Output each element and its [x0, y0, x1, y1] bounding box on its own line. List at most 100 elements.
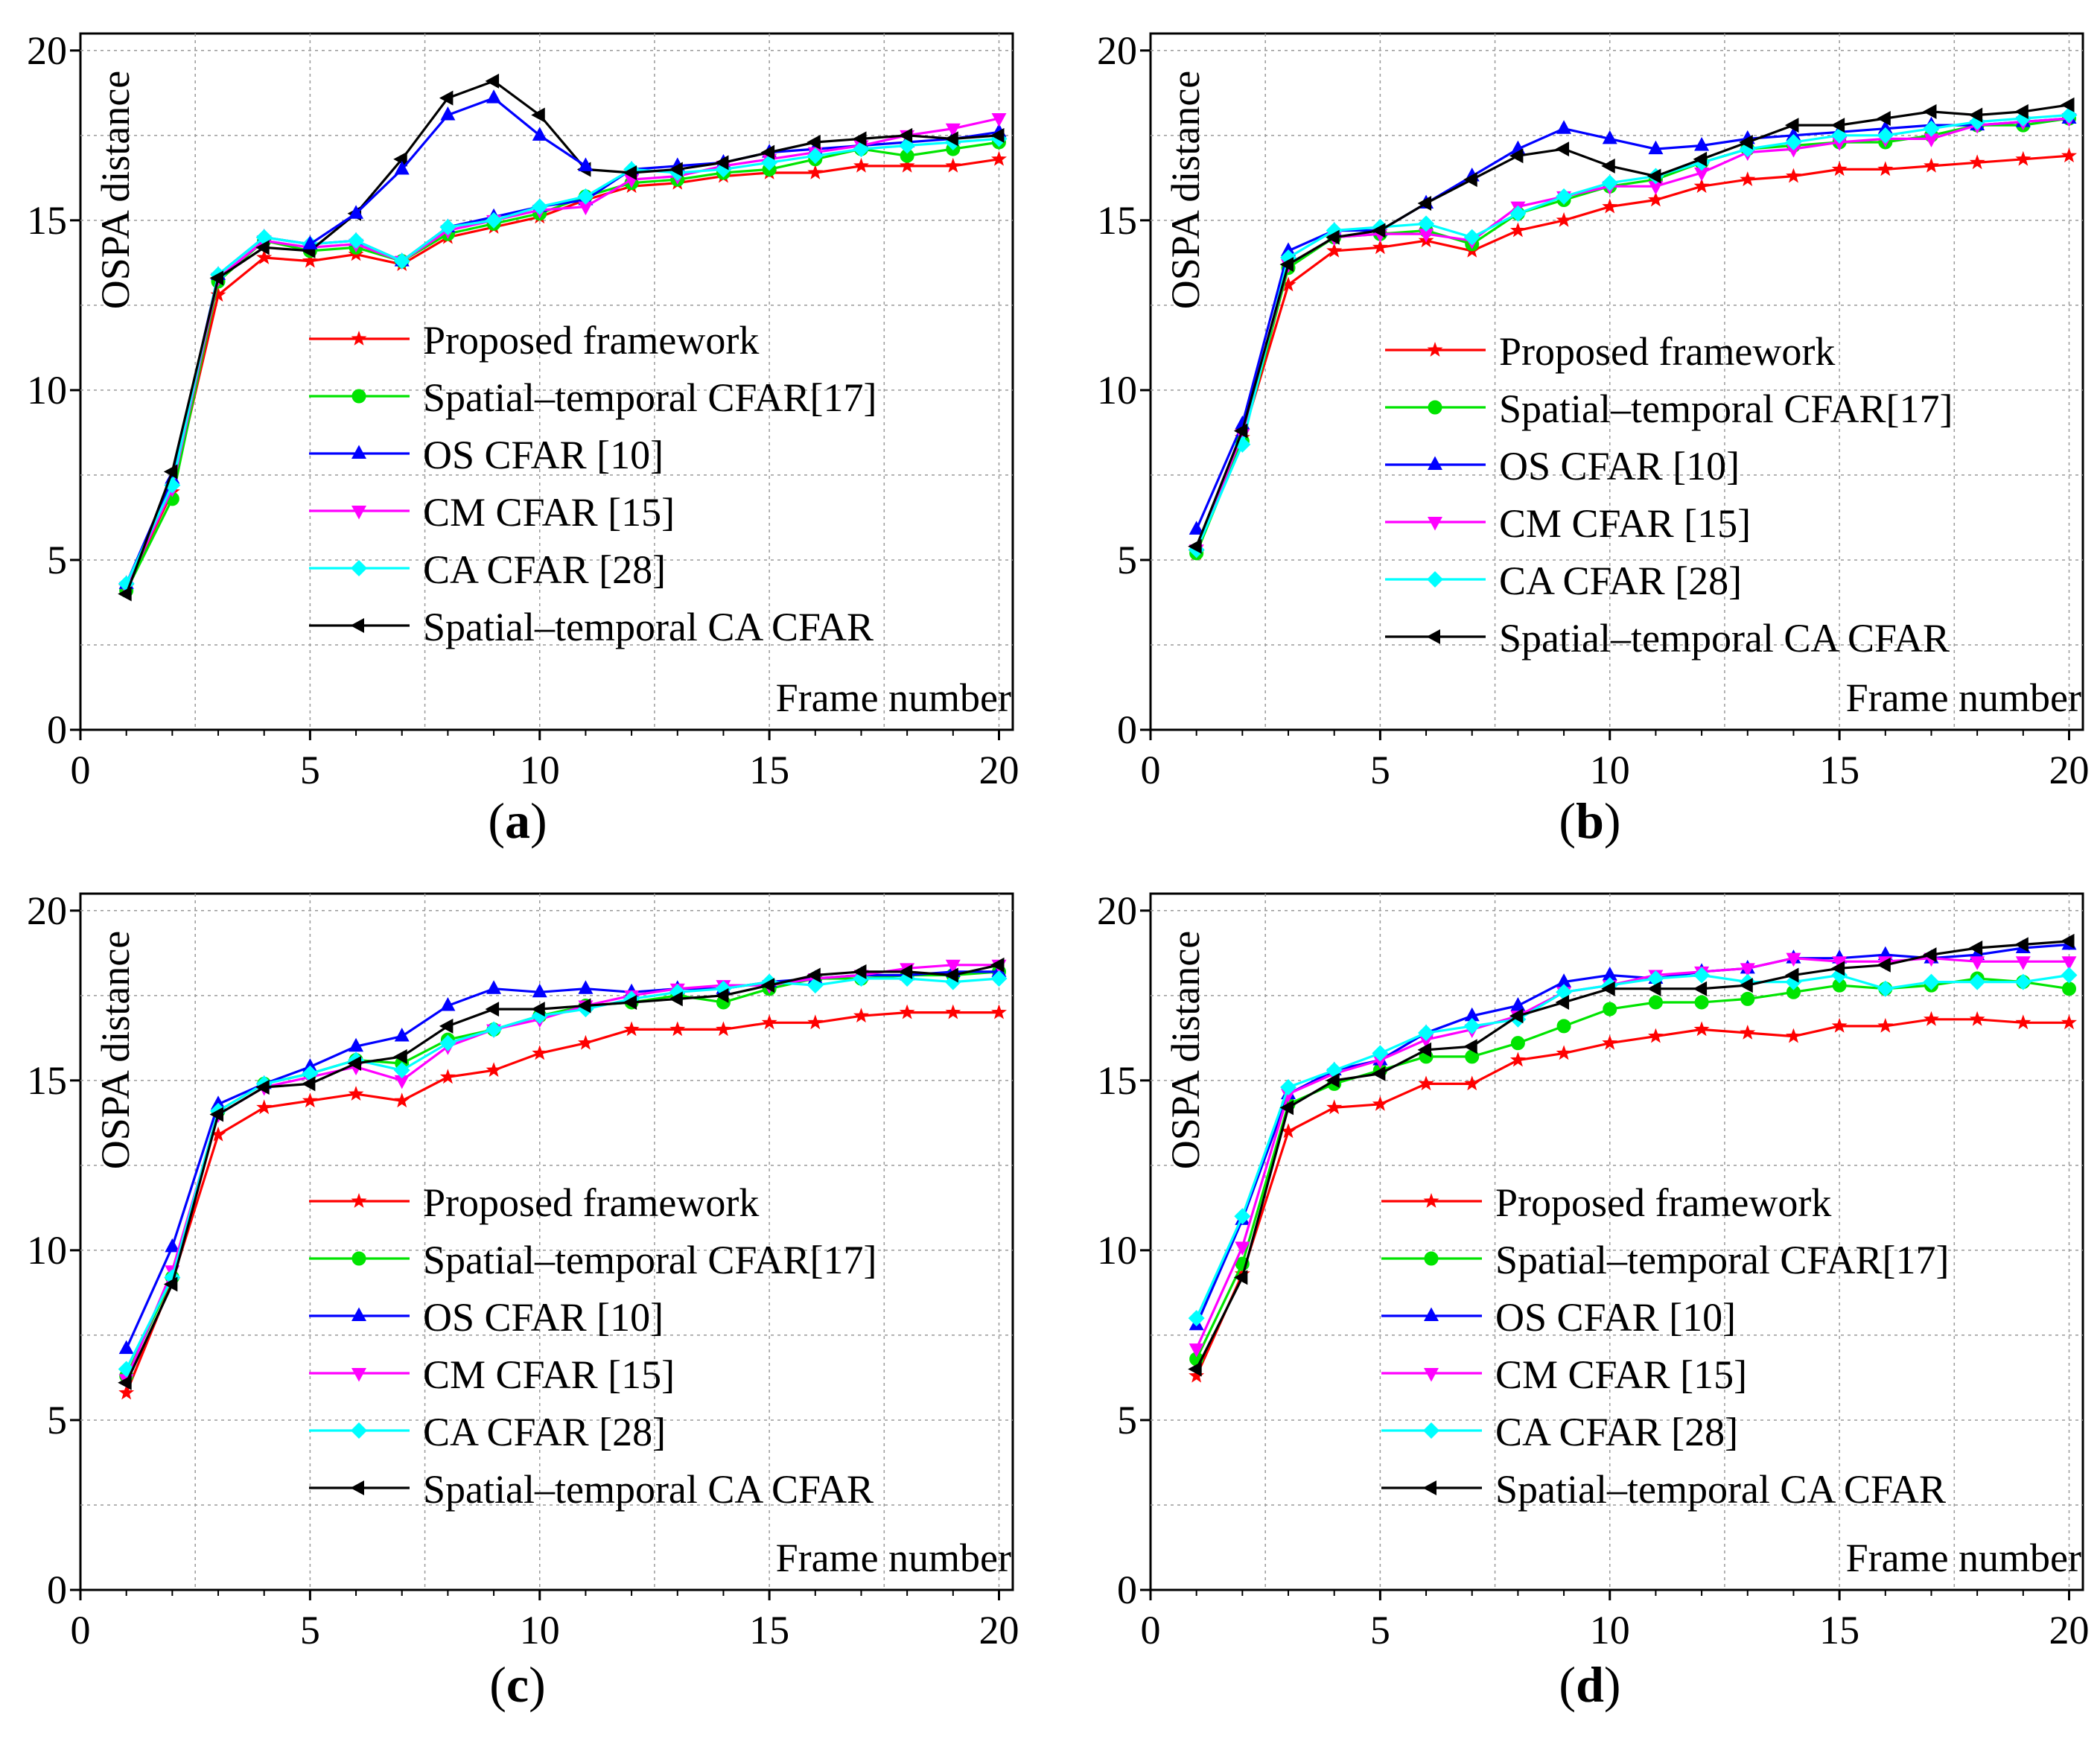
point-spatial-temporal-ca-cfar [209, 270, 224, 286]
caption-paren-open: ( [488, 792, 505, 849]
y-tick-label: 5 [1117, 1398, 1137, 1442]
x-tick-label: 5 [1370, 748, 1390, 792]
point-spatial-temporal-ca-cfar [1417, 196, 1432, 211]
caption-paren-close: ) [530, 792, 547, 849]
point-os-cfar-10 [1189, 521, 1204, 535]
legend-label: Spatial–temporal CFAR[17] [423, 1238, 876, 1282]
point-proposed-framework [302, 1092, 318, 1108]
point-spatial-temporal-cfar17 [1740, 991, 1755, 1006]
point-spatial-temporal-ca-cfar [1830, 118, 1845, 133]
point-spatial-temporal-cfar17 [1603, 1002, 1617, 1017]
point-spatial-temporal-cfar17 [1510, 1036, 1525, 1051]
point-proposed-framework [1556, 1045, 1572, 1060]
legend-marker [1422, 1480, 1436, 1495]
legend-marker [351, 1193, 367, 1208]
series-spatial-temporal-ca-cfar [1188, 97, 2075, 554]
point-cm-cfar-15 [1189, 1343, 1204, 1358]
point-spatial-temporal-ca-cfar [990, 127, 1005, 143]
series-line-proposed-framework [125, 1011, 999, 1394]
point-proposed-framework [2015, 1014, 2031, 1030]
point-proposed-framework [1326, 1099, 1343, 1115]
chart-panel-a: 0 5 10 15 20 0 5 10 15 20 OSPA distance Frame numbe… [27, 28, 1019, 849]
point-spatial-temporal-ca-cfar [1233, 1270, 1248, 1285]
x-tick-label: 20 [2049, 748, 2089, 792]
point-spatial-temporal-ca-cfar [531, 1002, 545, 1017]
point-proposed-framework [1418, 1075, 1434, 1091]
point-proposed-framework [439, 1069, 456, 1084]
legend-marker [1428, 456, 1442, 470]
point-cm-cfar-15 [1648, 181, 1664, 195]
point-os-cfar-10 [394, 1028, 410, 1042]
point-proposed-framework [2061, 147, 2077, 163]
point-proposed-framework [1693, 178, 1710, 194]
series-line-cm-cfar-15 [125, 117, 999, 588]
point-proposed-framework [1924, 157, 1939, 173]
series-line-ca-cfar-28 [125, 137, 999, 585]
legend-label: Spatial–temporal CA CFAR [1499, 616, 1950, 661]
legend-marker [351, 1251, 366, 1266]
y-tick-label: 10 [1097, 1228, 1137, 1273]
legend-label: CA CFAR [28] [1495, 1410, 1738, 1454]
point-spatial-temporal-ca-cfar [1417, 1042, 1432, 1057]
point-ca-cfar-28 [1418, 215, 1435, 232]
legend-marker [350, 618, 364, 633]
point-cm-cfar-15 [1419, 229, 1434, 243]
point-os-cfar-10 [165, 1238, 180, 1253]
point-proposed-framework [578, 1034, 594, 1050]
y-tick-label: 10 [27, 1228, 67, 1273]
legend: Proposed framework Spatial–temporal CFAR[… [309, 1180, 876, 1512]
series-line-ca-cfar-28 [1195, 973, 2069, 1319]
legend-label: Proposed framework [1499, 329, 1835, 374]
series-line-spatial-temporal-cfar17 [1195, 977, 2069, 1360]
legend-marker [1428, 400, 1442, 415]
plot-frame [79, 32, 1014, 731]
x-tick-label: 5 [1370, 1608, 1390, 1652]
point-ca-cfar-28 [1923, 120, 1940, 137]
point-proposed-framework [761, 1014, 777, 1030]
point-ca-cfar-28 [439, 218, 456, 235]
point-spatial-temporal-ca-cfar [347, 1056, 362, 1072]
point-ca-cfar-28 [1877, 127, 1894, 144]
point-spatial-temporal-ca-cfar [531, 107, 545, 123]
point-os-cfar-10 [1648, 140, 1664, 155]
point-cm-cfar-15 [1786, 952, 1801, 967]
point-spatial-temporal-ca-cfar [990, 957, 1005, 973]
legend-marker [351, 560, 367, 576]
point-ca-cfar-28 [486, 211, 503, 229]
point-proposed-framework [991, 1004, 1007, 1019]
series-line-spatial-temporal-ca-cfar [1195, 940, 2069, 1370]
series-line-proposed-framework [1195, 154, 2069, 554]
point-proposed-framework [1648, 191, 1664, 207]
point-ca-cfar-28 [990, 970, 1008, 987]
point-proposed-framework [1693, 1021, 1710, 1037]
point-proposed-framework [1648, 1028, 1664, 1043]
point-cm-cfar-15 [1924, 133, 1939, 147]
point-proposed-framework [807, 1014, 824, 1030]
point-ca-cfar-28 [1463, 1017, 1480, 1034]
point-proposed-framework [1740, 1025, 1756, 1040]
point-cm-cfar-15 [394, 1075, 410, 1089]
point-spatial-temporal-ca-cfar [393, 1049, 407, 1064]
point-proposed-framework [1877, 161, 1894, 176]
y-tick-label: 0 [1117, 1568, 1137, 1612]
x-tick-label: 15 [1819, 1608, 1859, 1652]
legend-marker [1424, 1368, 1439, 1382]
point-os-cfar-10 [1694, 137, 1710, 151]
x-tick-label: 0 [1141, 1608, 1161, 1652]
point-spatial-temporal-cfar17 [1648, 995, 1663, 1010]
point-ca-cfar-28 [1234, 1208, 1251, 1225]
caption-letter: b [1576, 792, 1604, 849]
point-os-cfar-10 [532, 127, 547, 141]
legend-label: Proposed framework [423, 318, 759, 363]
point-proposed-framework [1280, 1123, 1296, 1139]
point-cm-cfar-15 [945, 959, 961, 974]
y-axis-title: OSPA distance [1163, 931, 1208, 1170]
point-proposed-framework [1602, 198, 1618, 214]
point-os-cfar-10 [440, 997, 456, 1011]
point-ca-cfar-28 [577, 188, 594, 205]
legend-label: CA CFAR [28] [423, 1410, 666, 1454]
point-spatial-temporal-ca-cfar [439, 90, 454, 106]
point-spatial-temporal-ca-cfar [1646, 981, 1661, 996]
point-ca-cfar-28 [439, 1034, 456, 1052]
